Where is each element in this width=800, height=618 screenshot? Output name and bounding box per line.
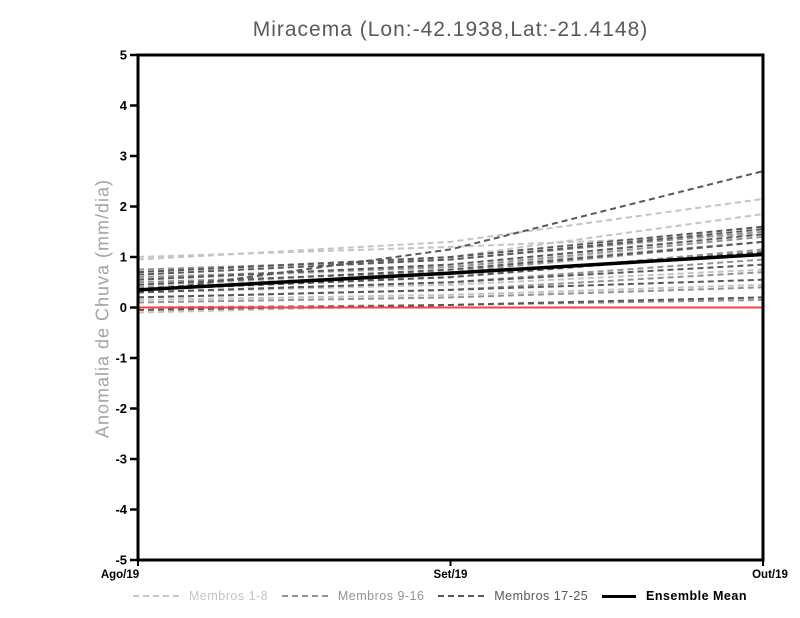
- legend-entry-ensemble-mean: Ensemble Mean: [601, 589, 747, 603]
- legend-label: Membros 9-16: [337, 589, 425, 603]
- member-line: [137, 286, 764, 304]
- legend-label: Ensemble Mean: [645, 589, 747, 603]
- x-tick-label: Out/19: [752, 569, 788, 581]
- legend-entry-membros-17-25: Membros 17-25: [438, 589, 588, 603]
- y-tick-label: -3: [115, 452, 127, 467]
- dashed-line-swatch-dark: [438, 595, 485, 597]
- y-tick-label: 3: [120, 149, 127, 164]
- dashed-line-swatch-medium: [281, 595, 328, 597]
- y-tick-label: -1: [115, 351, 127, 366]
- y-tick-label: -2: [115, 401, 127, 416]
- legend-label: Membros 1-8: [189, 589, 269, 603]
- member-line: [137, 278, 764, 299]
- x-tick-label: Ago/19: [101, 569, 139, 581]
- dashed-line-swatch-light: [133, 595, 179, 597]
- member-line: [137, 225, 764, 274]
- member-line: [137, 233, 764, 281]
- y-tick-label: -4: [115, 502, 127, 517]
- member-line: [137, 228, 764, 276]
- y-tick-label: -5: [115, 553, 127, 568]
- member-line: [137, 197, 764, 261]
- ensemble-mean-line: [137, 252, 764, 292]
- y-tick-label: 0: [120, 300, 127, 315]
- legend-entry-membros-1-8: Membros 1-8: [133, 589, 268, 603]
- y-tick-label: 2: [120, 199, 127, 214]
- member-line: [137, 240, 764, 286]
- y-tick-label: 4: [120, 98, 128, 113]
- y-tick-label: 1: [120, 250, 127, 265]
- solid-line-swatch: [601, 594, 636, 598]
- chart-legend: Membros 1-8 Membros 9-16 Membros 17-25 E…: [133, 589, 747, 603]
- member-line: [137, 263, 764, 294]
- y-tick-label: 5: [120, 48, 127, 63]
- member-line: [137, 283, 764, 301]
- legend-entry-membros-9-16: Membros 9-16: [281, 589, 425, 603]
- chart-title: Miracema (Lon:-42.1938,Lat:-21.4148): [252, 18, 649, 41]
- member-line: [137, 170, 764, 294]
- x-tick-label: Set/19: [434, 569, 468, 581]
- legend-label: Membros 17-25: [494, 589, 589, 603]
